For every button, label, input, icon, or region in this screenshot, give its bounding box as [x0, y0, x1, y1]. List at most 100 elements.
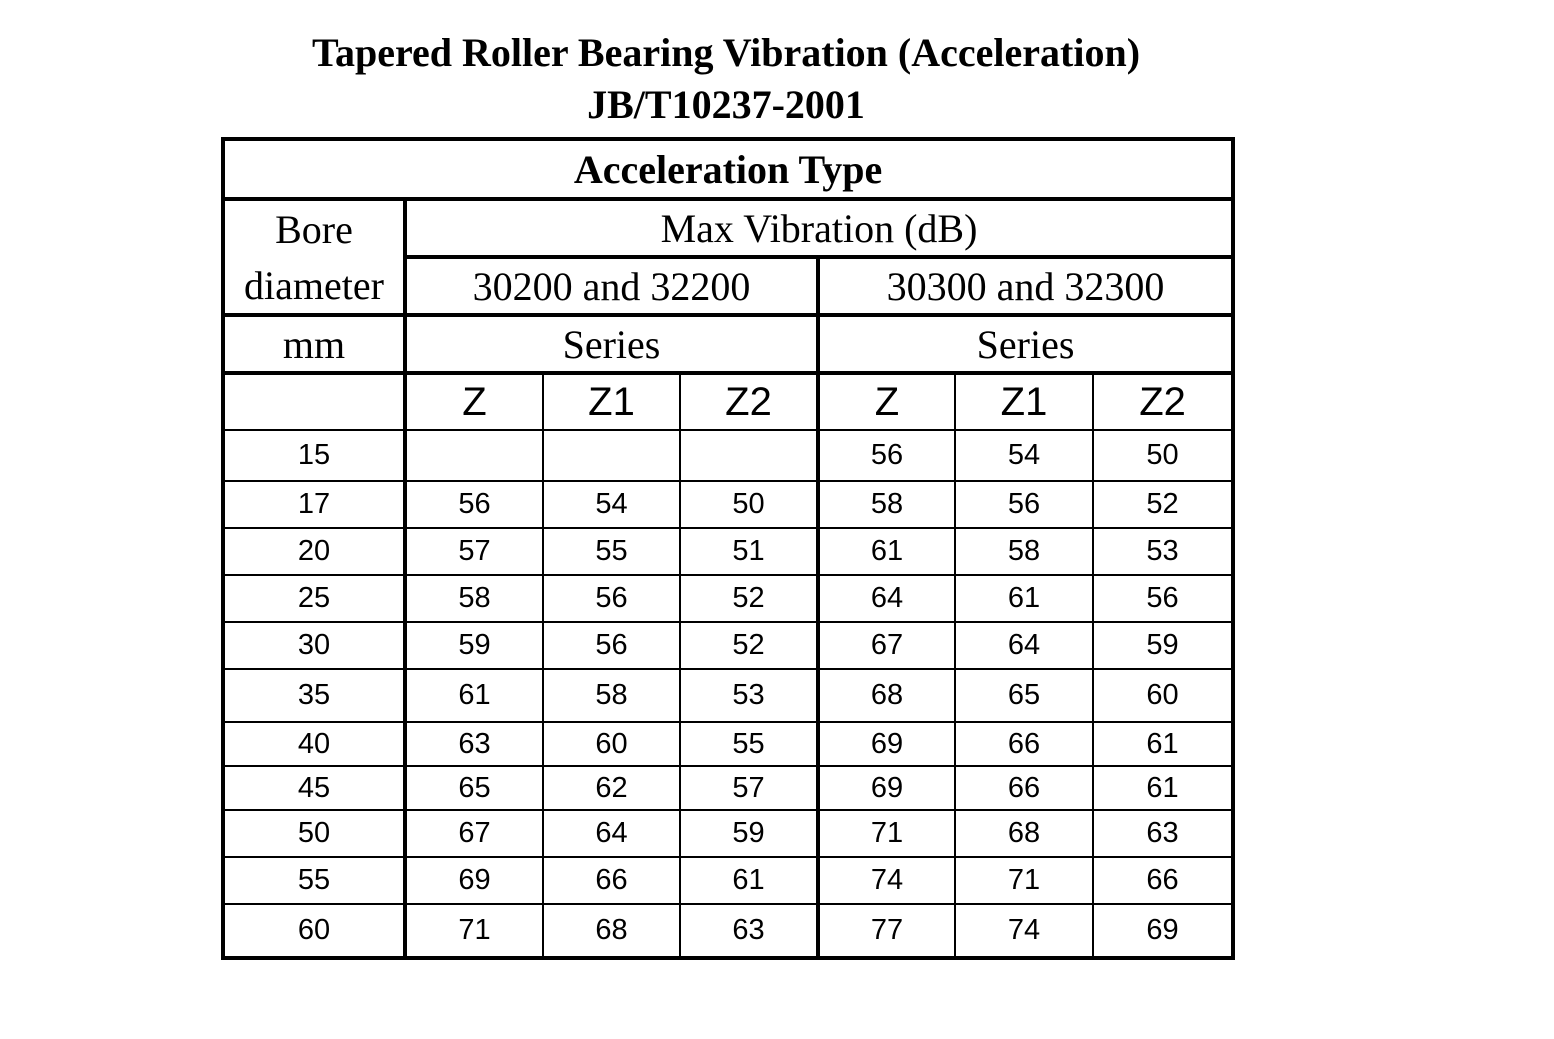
vibration-value-cell [404, 429, 544, 482]
grade-header: Z1 [954, 372, 1094, 431]
vibration-value-cell: 58 [542, 668, 681, 723]
table-row: 30 59 56 52 67 64 59 [221, 621, 1236, 670]
bore-diameter-cell: 25 [221, 574, 407, 623]
vibration-value-cell: 56 [542, 621, 681, 670]
vibration-value-cell [679, 429, 820, 482]
vibration-value-cell: 61 [954, 574, 1094, 623]
grade-header: Z [817, 372, 956, 431]
vibration-value-cell: 66 [954, 721, 1094, 767]
bore-diameter-cell: 20 [221, 527, 407, 576]
table-row: 60 71 68 63 77 74 69 [221, 903, 1236, 960]
table-row: 25 58 56 52 64 61 56 [221, 574, 1236, 623]
series-group-label-2: Series [816, 314, 1236, 375]
vibration-value-cell: 71 [404, 903, 544, 960]
vibration-value-cell: 77 [817, 903, 956, 960]
bore-header-line-3: mm [221, 314, 407, 375]
vibration-value-cell: 56 [542, 574, 681, 623]
table-row: 35 61 58 53 68 65 60 [221, 668, 1236, 723]
vibration-value-cell: 52 [679, 574, 820, 623]
bore-diameter-cell: 55 [221, 856, 407, 905]
vibration-value-cell: 54 [542, 480, 681, 529]
bore-diameter-cell: 45 [221, 765, 407, 811]
vibration-value-cell: 68 [954, 809, 1094, 858]
vibration-value-cell: 63 [404, 721, 544, 767]
series-group-name-2: 30300 and 32300 [816, 256, 1236, 317]
vibration-value-cell: 69 [817, 765, 956, 811]
vibration-value-cell: 50 [679, 480, 820, 529]
vibration-value-cell: 57 [404, 527, 544, 576]
vibration-value-cell: 53 [1091, 527, 1236, 576]
table-row: 15 56 54 50 [221, 429, 1236, 482]
bore-diameter-cell: 15 [221, 429, 407, 482]
vibration-value-cell: 69 [1091, 903, 1236, 960]
vibration-value-cell: 51 [679, 527, 820, 576]
vibration-value-cell: 67 [404, 809, 544, 858]
table-row: 20 57 55 51 61 58 53 [221, 527, 1236, 576]
grade-header-blank [221, 372, 407, 431]
bore-diameter-cell: 35 [221, 668, 407, 723]
grade-header: Z [404, 372, 544, 431]
vibration-value-cell: 59 [1091, 621, 1236, 670]
vibration-value-cell: 65 [954, 668, 1094, 723]
vibration-value-cell: 58 [954, 527, 1094, 576]
bore-diameter-cell: 30 [221, 621, 407, 670]
vibration-value-cell: 66 [1091, 856, 1236, 905]
vibration-value-cell: 59 [679, 809, 820, 858]
vibration-value-cell: 60 [1091, 668, 1236, 723]
vibration-value-cell: 64 [954, 621, 1094, 670]
vibration-value-cell: 63 [679, 903, 820, 960]
vibration-value-cell: 58 [817, 480, 956, 529]
vibration-value-cell: 66 [542, 856, 681, 905]
table-row: 17 56 54 50 58 56 52 [221, 480, 1236, 529]
vibration-value-cell: 68 [817, 668, 956, 723]
vibration-value-cell: 56 [404, 480, 544, 529]
series-group-name-1: 30200 and 32200 [404, 256, 820, 317]
vibration-value-cell: 61 [1091, 765, 1236, 811]
vibration-value-cell: 50 [1091, 429, 1236, 482]
bore-header-line-2: diameter [221, 257, 407, 317]
max-vibration-header: Max Vibration (dB) [403, 198, 1236, 259]
vibration-value-cell: 61 [679, 856, 820, 905]
vibration-value-cell: 55 [679, 721, 820, 767]
bore-diameter-cell: 50 [221, 809, 407, 858]
acceleration-type-header: Acceleration Type [220, 137, 1236, 201]
vibration-value-cell: 62 [542, 765, 681, 811]
vibration-value-cell: 61 [404, 668, 544, 723]
table-row: 40 63 60 55 69 66 61 [221, 721, 1236, 767]
vibration-value-cell: 68 [542, 903, 681, 960]
page-title: Tapered Roller Bearing Vibration (Accele… [311, 30, 1141, 75]
vibration-value-cell [542, 429, 681, 482]
vibration-value-cell: 56 [1091, 574, 1236, 623]
vibration-value-cell: 52 [679, 621, 820, 670]
vibration-value-cell: 57 [679, 765, 820, 811]
table-row: 45 65 62 57 69 66 61 [221, 765, 1236, 811]
vibration-value-cell: 60 [542, 721, 681, 767]
standard-code: JB/T10237-2001 [587, 82, 865, 127]
vibration-value-cell: 64 [542, 809, 681, 858]
vibration-value-cell: 56 [817, 429, 956, 482]
vibration-value-cell: 71 [817, 809, 956, 858]
vibration-value-cell: 59 [404, 621, 544, 670]
bore-header-line-1: Bore [221, 198, 407, 257]
vibration-value-cell: 54 [954, 429, 1094, 482]
vibration-value-cell: 55 [542, 527, 681, 576]
vibration-value-cell: 71 [954, 856, 1094, 905]
bore-diameter-cell: 60 [221, 903, 407, 960]
vibration-value-cell: 74 [817, 856, 956, 905]
table-row: 55 69 66 61 74 71 66 [221, 856, 1236, 905]
vibration-value-cell: 66 [954, 765, 1094, 811]
grade-header: Z1 [542, 372, 681, 431]
vibration-value-cell: 67 [817, 621, 956, 670]
grade-header: Z2 [679, 372, 820, 431]
vibration-value-cell: 61 [1091, 721, 1236, 767]
vibration-value-cell: 56 [954, 480, 1094, 529]
vibration-value-cell: 65 [404, 765, 544, 811]
grade-header: Z2 [1091, 372, 1236, 431]
vibration-value-cell: 69 [817, 721, 956, 767]
table-row: 50 67 64 59 71 68 63 [221, 809, 1236, 858]
vibration-value-cell: 69 [404, 856, 544, 905]
vibration-value-cell: 74 [954, 903, 1094, 960]
series-group-label-1: Series [404, 314, 820, 375]
vibration-value-cell: 61 [817, 527, 956, 576]
vibration-value-cell: 52 [1091, 480, 1236, 529]
